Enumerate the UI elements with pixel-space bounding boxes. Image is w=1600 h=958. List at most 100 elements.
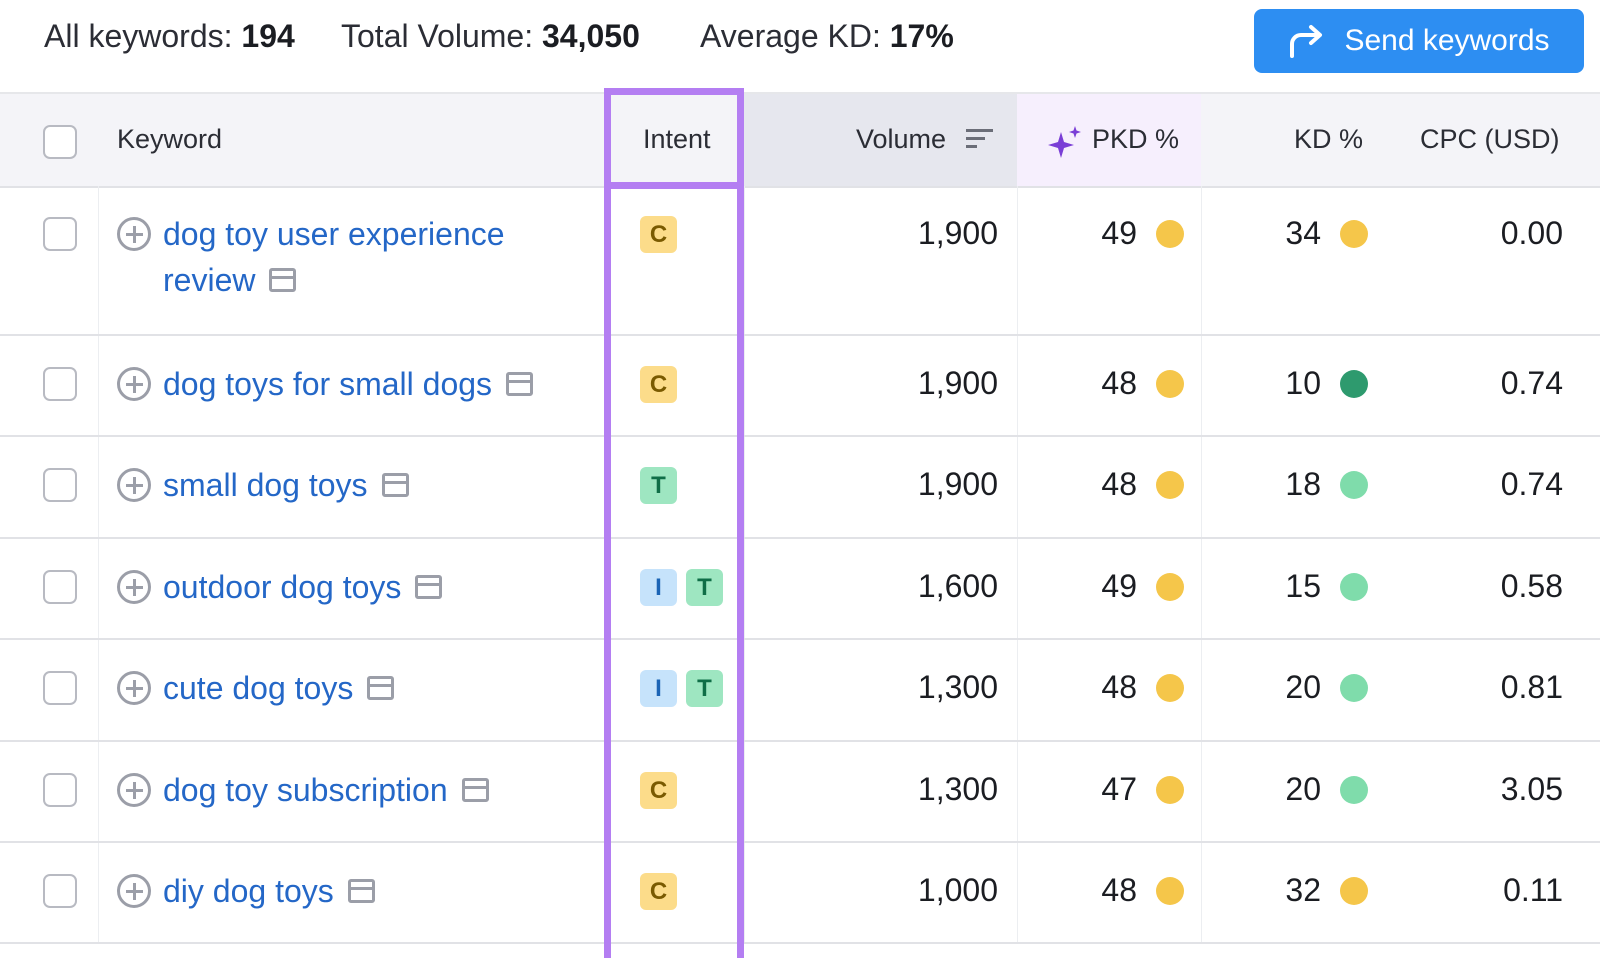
kd-value: 18 — [1285, 466, 1321, 502]
add-to-list-icon[interactable] — [117, 874, 151, 908]
cpc-value: 0.74 — [1500, 466, 1563, 502]
keyword-link[interactable]: cute dog toys — [163, 665, 395, 711]
column-header-cpc[interactable]: CPC (USD) — [1420, 124, 1560, 154]
serp-features-icon[interactable] — [506, 371, 534, 396]
column-divider — [1201, 336, 1202, 435]
intent-badge[interactable]: I — [640, 569, 677, 606]
column-divider — [1201, 186, 1202, 334]
pkd-difficulty-dot — [1156, 674, 1184, 702]
column-divider — [98, 539, 99, 638]
add-to-list-icon[interactable] — [117, 367, 151, 401]
column-header-pkd: PKD % — [1092, 124, 1180, 154]
row-checkbox[interactable] — [43, 217, 77, 251]
column-divider — [744, 336, 745, 435]
column-divider — [604, 742, 605, 841]
keyword-link[interactable]: dog toy user experience review — [163, 211, 505, 303]
keyword-link[interactable]: dog toy subscription — [163, 767, 489, 813]
column-header-keyword[interactable]: Keyword — [117, 124, 223, 154]
add-to-list-icon[interactable] — [117, 773, 151, 807]
row-checkbox[interactable] — [43, 671, 77, 705]
total-volume-label: Total Volume: — [341, 18, 534, 54]
table-row: cute dog toys I T 1,300 48 20 0.81 — [0, 640, 1600, 742]
intent-badge[interactable]: T — [686, 670, 723, 707]
volume-value: 1,000 — [917, 872, 998, 908]
table-header: Keyword Intent Volume PKD % KD % CPC (US… — [0, 92, 1600, 188]
serp-features-icon[interactable] — [381, 472, 409, 497]
keyword-text: dog toys for small dogs — [163, 366, 493, 402]
intent-badge[interactable]: C — [640, 772, 677, 809]
column-header-intent[interactable]: Intent — [643, 124, 711, 154]
volume-value: 1,900 — [917, 466, 998, 502]
intent-badge[interactable]: T — [640, 467, 677, 504]
cpc-value: 0.58 — [1500, 568, 1563, 604]
keyword-text: diy dog toys — [163, 873, 334, 909]
keyword-text: cute dog toys — [163, 670, 354, 706]
pkd-difficulty-dot — [1156, 220, 1184, 248]
column-divider — [1017, 843, 1018, 942]
keyword-link[interactable]: outdoor dog toys — [163, 564, 443, 610]
column-divider — [604, 437, 605, 537]
column-header-kd[interactable]: KD % — [1294, 124, 1364, 154]
keyword-link[interactable]: dog toys for small dogs — [163, 361, 534, 407]
column-divider — [604, 539, 605, 638]
pkd-difficulty-dot — [1156, 471, 1184, 499]
table-row: small dog toys T 1,900 48 18 0.74 — [0, 437, 1600, 539]
serp-features-icon[interactable] — [367, 675, 395, 700]
table-row: dog toys for small dogs C 1,900 48 10 0.74 — [0, 336, 1600, 437]
column-divider — [744, 742, 745, 841]
table-row: dog toy user experience review C 1,900 49 34 0… — [0, 186, 1600, 336]
keyword-link[interactable]: small dog toys — [163, 462, 409, 508]
intent-badge[interactable]: C — [640, 366, 677, 403]
column-divider — [1201, 640, 1202, 740]
add-to-list-icon[interactable] — [117, 468, 151, 502]
sort-icon[interactable] — [966, 127, 994, 151]
table-row: outdoor dog toys I T 1,600 49 15 0.58 — [0, 539, 1600, 640]
send-keywords-button[interactable]: Send keywords — [1254, 9, 1584, 73]
pkd-value: 49 — [1101, 568, 1137, 604]
pkd-header-cell[interactable]: PKD % — [1017, 94, 1201, 186]
keyword-text: dog toy subscription — [163, 772, 448, 808]
all-keywords-value: 194 — [241, 18, 295, 54]
add-to-list-icon[interactable] — [117, 671, 151, 705]
add-to-list-icon[interactable] — [117, 570, 151, 604]
intent-badge[interactable]: I — [640, 670, 677, 707]
keyword-text: outdoor dog toys — [163, 569, 402, 605]
column-divider — [604, 336, 605, 435]
average-kd-stat: Average KD: 17% — [700, 18, 954, 55]
cpc-value: 3.05 — [1500, 771, 1563, 807]
table-row: dog toy subscription C 1,300 47 20 3.05 — [0, 742, 1600, 843]
table-row: diy dog toys C 1,000 48 32 0.11 — [0, 843, 1600, 944]
column-divider — [1201, 437, 1202, 537]
intent-badge[interactable]: C — [640, 216, 677, 253]
sparkle-icon — [1048, 126, 1081, 158]
row-checkbox[interactable] — [43, 874, 77, 908]
serp-features-icon[interactable] — [347, 878, 375, 903]
row-checkbox[interactable] — [43, 367, 77, 401]
total-volume-stat: Total Volume: 34,050 — [341, 18, 640, 55]
kd-difficulty-dot — [1340, 220, 1368, 248]
column-divider — [744, 843, 745, 942]
all-keywords-label: All keywords: — [44, 18, 233, 54]
intent-badge[interactable]: T — [686, 569, 723, 606]
column-divider — [744, 539, 745, 638]
row-checkbox[interactable] — [43, 570, 77, 604]
row-checkbox[interactable] — [43, 773, 77, 807]
average-kd-label: Average KD: — [700, 18, 881, 54]
add-to-list-icon[interactable] — [117, 217, 151, 251]
volume-value: 1,600 — [917, 568, 998, 604]
volume-header-cell[interactable]: Volume — [744, 94, 1017, 186]
column-divider — [604, 640, 605, 740]
serp-features-icon[interactable] — [415, 574, 443, 599]
serp-features-icon[interactable] — [269, 267, 297, 292]
keyword-text: dog toy user experience — [163, 216, 505, 252]
keyword-link[interactable]: diy dog toys — [163, 868, 375, 914]
serp-features-icon[interactable] — [461, 777, 489, 802]
average-kd-value: 17% — [889, 18, 954, 54]
pkd-value: 48 — [1101, 669, 1137, 705]
kd-difficulty-dot — [1340, 674, 1368, 702]
kd-value: 32 — [1285, 872, 1321, 908]
kd-value: 15 — [1285, 568, 1321, 604]
intent-badge[interactable]: C — [640, 873, 677, 910]
select-all-checkbox[interactable] — [43, 125, 77, 159]
row-checkbox[interactable] — [43, 468, 77, 502]
